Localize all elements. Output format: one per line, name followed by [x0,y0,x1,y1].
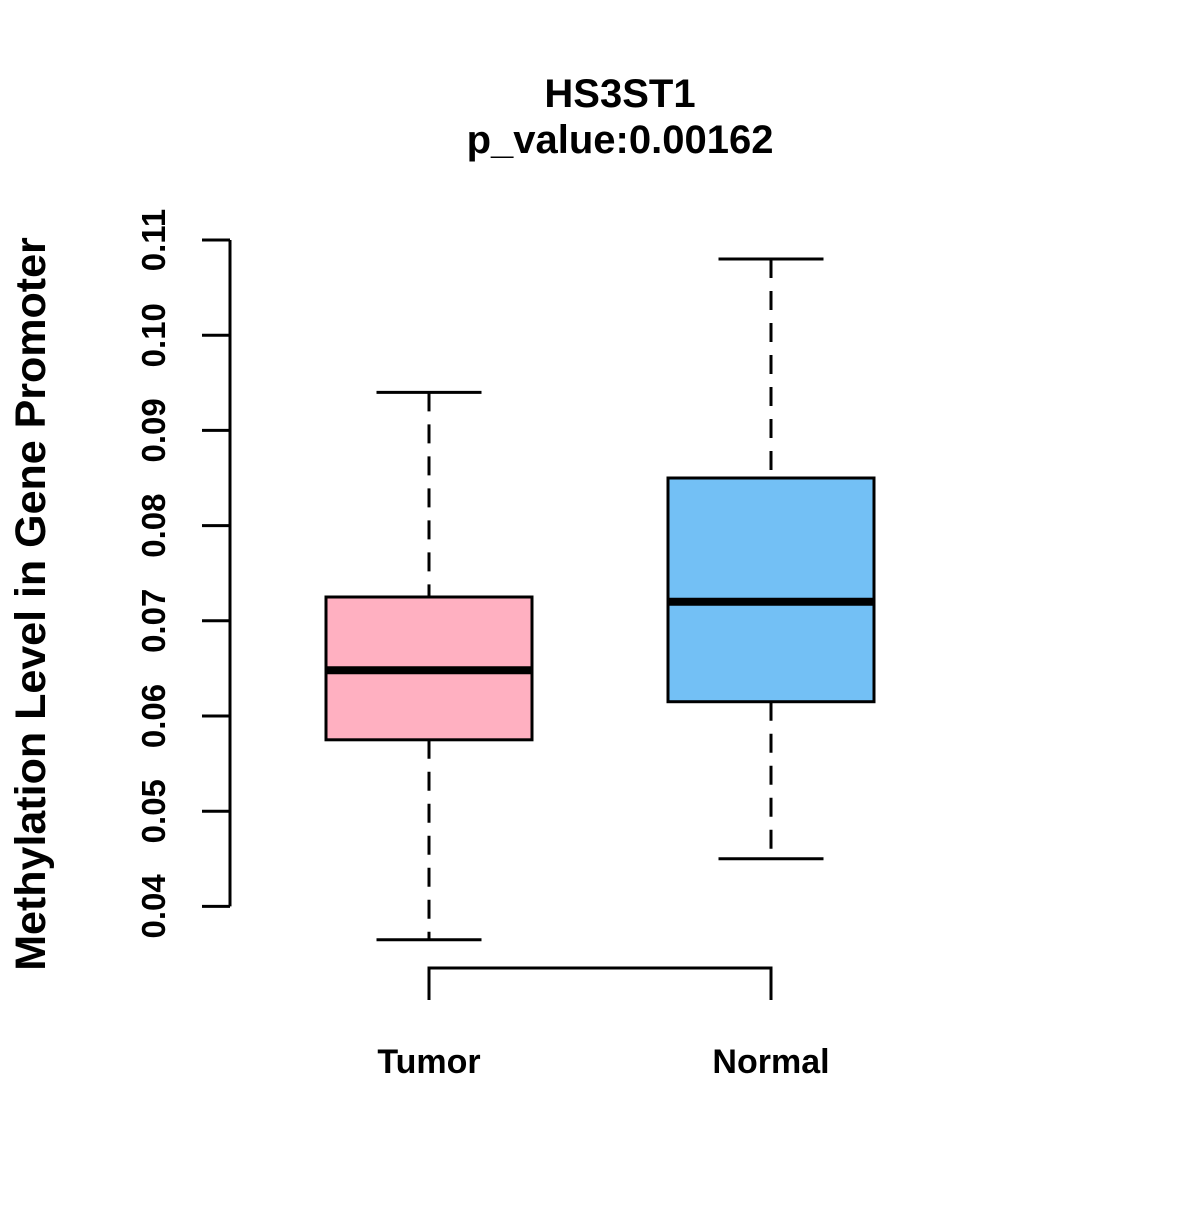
chart-title: HS3ST1 [544,72,695,116]
y-axis-tick-label: 0.07 [135,589,172,653]
y-axis-title: Methylation Level in Gene Promoter [7,237,55,971]
x-axis-line [427,966,773,1000]
x-axis-bracket [427,966,773,1000]
y-axis-tick-label: 0.04 [135,874,172,939]
y-axis-tick-label: 0.06 [135,684,172,748]
boxplot-boxes [324,257,876,942]
y-axis-ticks: 0.04 0.05 0.06 0.07 0.08 0.09 0.10 0.11 [135,209,230,939]
x-category-label-tumor: Tumor [377,1043,480,1081]
y-axis-tick-label: 0.05 [135,779,172,843]
normal-box [666,476,876,704]
chart-subtitle: p_value:0.00162 [467,118,774,162]
y-axis-tick-label: 0.08 [135,493,172,557]
x-category-label-normal: Normal [712,1043,829,1081]
y-axis-tick-label: 0.09 [135,398,172,462]
y-axis-tick-label: 0.10 [135,303,172,367]
y-axis-tick-label: 0.11 [135,209,172,271]
